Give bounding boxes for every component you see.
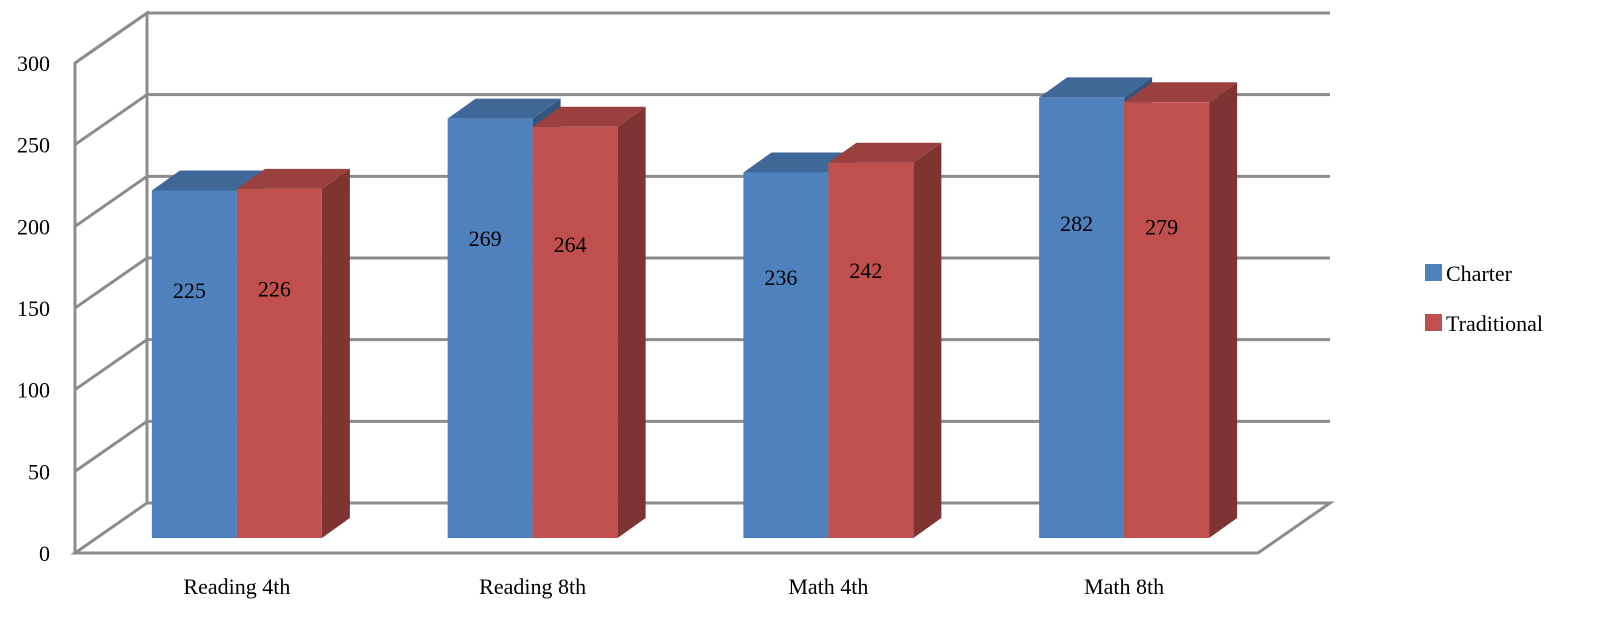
bar-top bbox=[447, 98, 561, 119]
bar-charter bbox=[1039, 97, 1125, 539]
bar-top bbox=[1124, 82, 1238, 103]
legend: Charter Traditional bbox=[1425, 261, 1543, 336]
bar-traditional bbox=[1124, 102, 1210, 539]
y-tick-label: 300 bbox=[17, 51, 50, 76]
bar-top bbox=[532, 106, 646, 127]
legend-swatch bbox=[1425, 264, 1442, 281]
bar-traditional bbox=[236, 188, 322, 538]
gridlines bbox=[74, 11, 1330, 473]
data-label: 282 bbox=[1060, 211, 1093, 236]
x-axis-labels: Reading 4th Reading 8th Math 4th Math 8th bbox=[183, 574, 1164, 599]
data-label: 225 bbox=[173, 278, 206, 303]
bar-side bbox=[321, 168, 350, 538]
bar-top bbox=[1039, 77, 1153, 98]
bar-top bbox=[236, 168, 350, 189]
bar-top bbox=[828, 142, 942, 163]
bar-charter bbox=[743, 172, 829, 539]
y-tick-label: 0 bbox=[39, 541, 50, 566]
floor bbox=[70, 501, 1335, 555]
legend-swatch bbox=[1425, 314, 1442, 331]
y-tick-label: 150 bbox=[17, 296, 50, 321]
bar-charter bbox=[447, 118, 533, 538]
legend-label: Traditional bbox=[1446, 311, 1543, 336]
y-axis-ticks: 0 50 100 150 200 250 300 bbox=[17, 51, 50, 566]
x-tick-label: Reading 8th bbox=[479, 574, 586, 599]
x-tick-label: Math 8th bbox=[1084, 574, 1164, 599]
bar-charter bbox=[151, 190, 237, 538]
bar-traditional bbox=[828, 162, 914, 538]
gridline bbox=[74, 11, 1330, 65]
data-label: 279 bbox=[1145, 214, 1178, 239]
bar-top bbox=[743, 152, 857, 173]
y-tick-label: 50 bbox=[28, 459, 50, 484]
bar-side bbox=[1209, 82, 1238, 539]
data-labels: 225 226 269 264 236 242 282 279 bbox=[173, 211, 1178, 303]
data-label: 269 bbox=[469, 226, 502, 251]
gridline bbox=[74, 93, 1330, 146]
y-tick-label: 100 bbox=[17, 378, 50, 403]
data-label: 236 bbox=[764, 265, 797, 290]
bar-traditional bbox=[532, 126, 618, 539]
y-tick-label: 200 bbox=[17, 214, 50, 239]
x-tick-label: Reading 4th bbox=[183, 574, 290, 599]
bar-top bbox=[151, 170, 265, 191]
y-tick-label: 250 bbox=[17, 133, 50, 158]
x-tick-label: Math 4th bbox=[788, 574, 868, 599]
data-label: 264 bbox=[554, 232, 587, 257]
bars bbox=[151, 77, 1238, 539]
data-label: 226 bbox=[258, 277, 291, 302]
bar-side bbox=[913, 142, 942, 538]
legend-label: Charter bbox=[1446, 261, 1513, 286]
bar-side bbox=[617, 106, 646, 539]
data-label: 242 bbox=[849, 258, 882, 283]
